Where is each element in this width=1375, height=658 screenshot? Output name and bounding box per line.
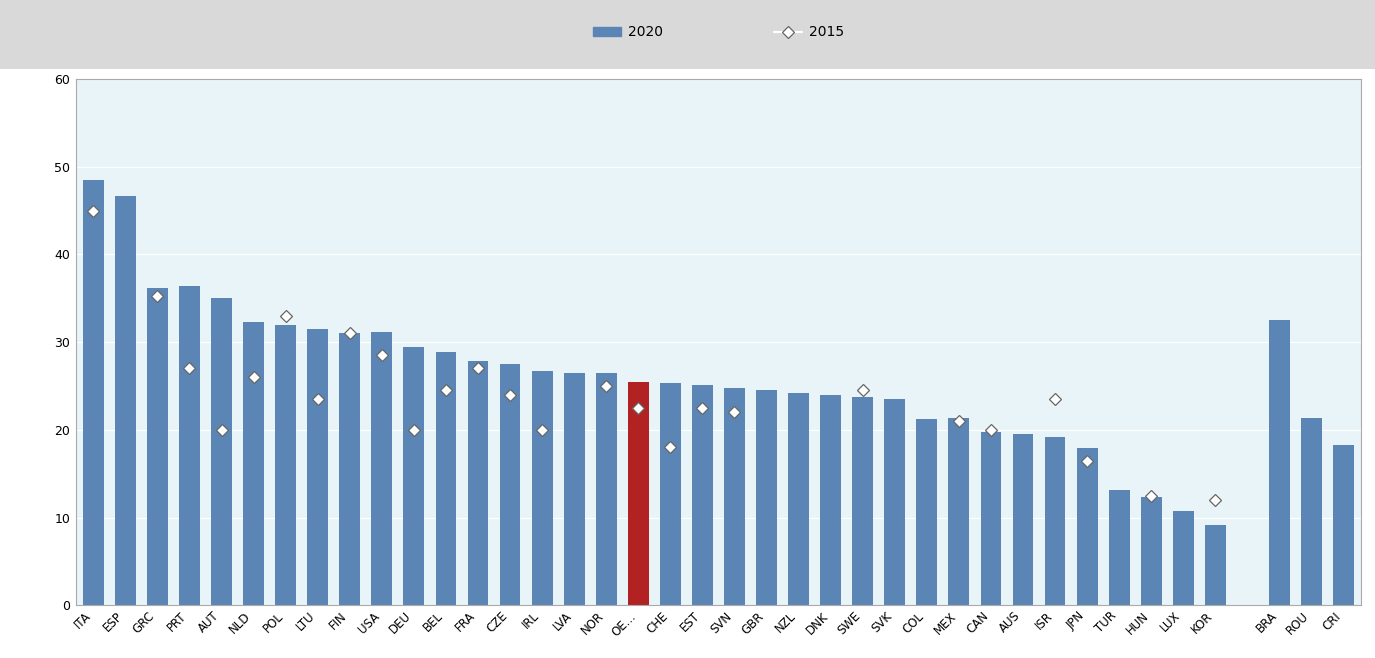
Bar [82,180,103,605]
Bar [403,347,425,605]
Bar [1045,437,1066,605]
Bar [852,397,873,605]
Bar [532,371,553,605]
Bar [1269,320,1290,605]
Bar [243,322,264,605]
Legend: 2020, 2015: 2020, 2015 [593,26,844,39]
Bar [1108,490,1130,605]
Bar [1204,524,1225,605]
Bar [725,388,745,605]
Bar [1301,418,1321,605]
Bar [821,395,842,605]
Bar [595,373,616,605]
Bar [116,195,136,605]
Bar [949,418,969,605]
Bar [499,364,521,605]
Bar [692,385,712,605]
Bar [371,332,392,605]
Bar [916,419,938,605]
Bar [307,329,329,605]
Bar [884,399,905,605]
Bar [628,382,649,605]
Bar [147,288,168,605]
Bar [179,286,199,605]
Bar [436,352,456,605]
Bar [564,373,584,605]
Bar [212,298,232,605]
Bar [275,324,296,605]
Bar [1173,511,1194,605]
Bar [340,334,360,605]
Bar [788,393,808,605]
Bar [1077,448,1097,605]
Bar [468,361,488,605]
Bar [660,382,681,605]
Bar [1141,497,1162,605]
Bar [756,390,777,605]
Bar [1334,445,1354,605]
Bar [1012,434,1034,605]
Bar [980,432,1001,605]
